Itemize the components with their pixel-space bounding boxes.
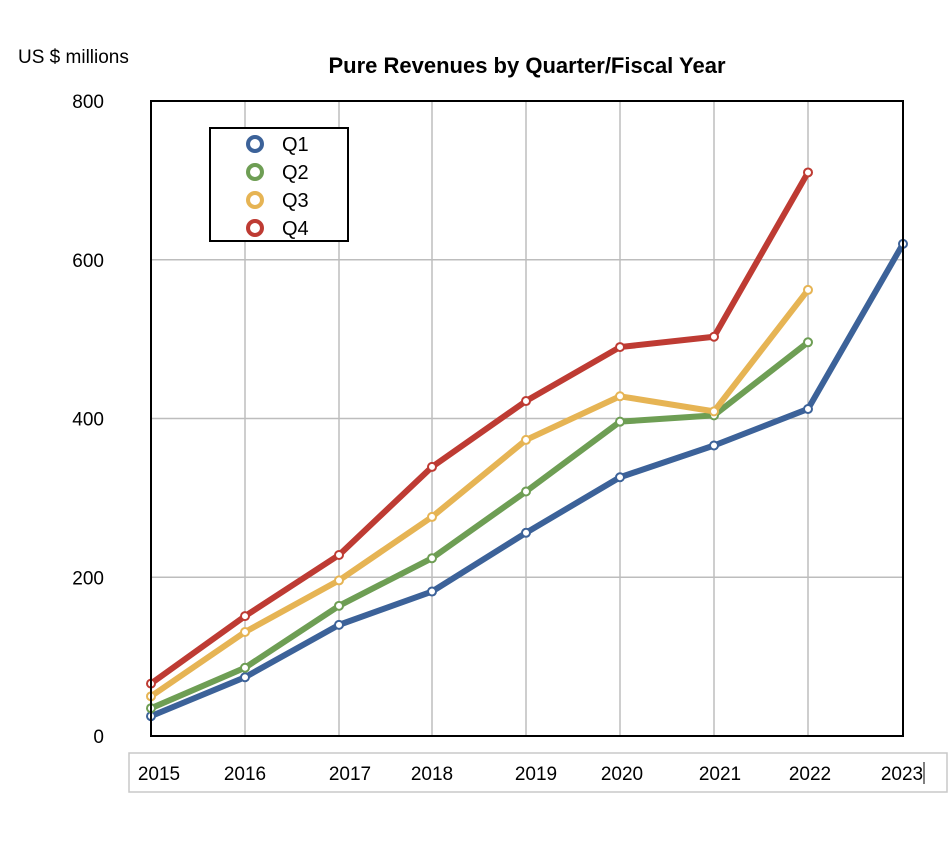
x-tick-label: 2022 (789, 764, 831, 785)
legend-marker-q2 (246, 163, 264, 181)
data-point-q4 (334, 550, 344, 561)
y-tick-label: 400 (72, 410, 104, 431)
x-axis-label-box (128, 752, 948, 793)
data-point-q3 (803, 284, 813, 295)
data-point-q1 (615, 472, 625, 483)
data-point-q2 (334, 600, 344, 611)
series-line-q2 (148, 339, 811, 712)
series-line-q3 (148, 286, 811, 700)
data-point-q3 (615, 391, 625, 402)
x-tick-label: 2021 (699, 764, 741, 785)
data-point-q1 (521, 527, 531, 538)
data-point-q2 (427, 553, 437, 564)
data-point-q3 (334, 575, 344, 586)
x-tick-label: 2017 (329, 764, 371, 785)
x-tick-label: 2015 (138, 764, 180, 785)
legend-marker-q4 (246, 219, 264, 237)
x-tick-label: 2016 (224, 764, 266, 785)
data-point-q1 (803, 403, 813, 414)
data-point-q2 (240, 662, 250, 673)
data-point-q2 (615, 416, 625, 427)
data-point-q4 (615, 342, 625, 353)
data-point-q4 (240, 611, 250, 622)
legend-label-q3: Q3 (282, 190, 309, 212)
series-line-q4 (148, 169, 811, 687)
data-point-q2 (803, 337, 813, 348)
plot-frame (150, 100, 904, 737)
legend-label-q1: Q1 (282, 134, 309, 156)
unit-label: US $ millions (18, 47, 129, 68)
legend: Q1 Q2 Q3 Q4 (209, 127, 349, 242)
chart-title: Pure Revenues by Quarter/Fiscal Year (328, 53, 725, 78)
data-point-q2 (521, 486, 531, 497)
y-tick-label: 0 (93, 727, 104, 748)
legend-label-q4: Q4 (282, 218, 309, 240)
x-tick-label: 2020 (601, 764, 643, 785)
x-axis-ticks: 2015 2016 2017 2018 2019 2020 2021 2022 2023 (138, 764, 923, 785)
legend-box (209, 127, 349, 242)
legend-marker-q1 (246, 135, 264, 153)
y-axis-ticks: 0 200 400 600 800 (72, 92, 104, 748)
data-point-q4 (709, 331, 719, 342)
data-point-q1 (709, 440, 719, 451)
legend-marker-q3 (246, 191, 264, 209)
data-point-q1 (334, 619, 344, 630)
x-tick-label: 2023 (881, 764, 923, 785)
x-tick-label: 2019 (515, 764, 557, 785)
y-tick-label: 800 (72, 92, 104, 113)
y-tick-label: 200 (72, 568, 104, 589)
data-point-q4 (803, 167, 813, 178)
data-point-q4 (521, 396, 531, 407)
data-point-q4 (427, 461, 437, 472)
data-point-q3 (521, 434, 531, 445)
data-point-q1 (240, 672, 250, 683)
series-layer (146, 167, 908, 722)
legend-label-q2: Q2 (282, 162, 309, 184)
x-tick-label: 2018 (411, 764, 453, 785)
data-point-q3 (240, 627, 250, 638)
data-point-q3 (709, 406, 719, 417)
y-tick-label: 600 (72, 251, 104, 272)
data-point-q3 (427, 511, 437, 522)
data-point-q1 (427, 586, 437, 597)
